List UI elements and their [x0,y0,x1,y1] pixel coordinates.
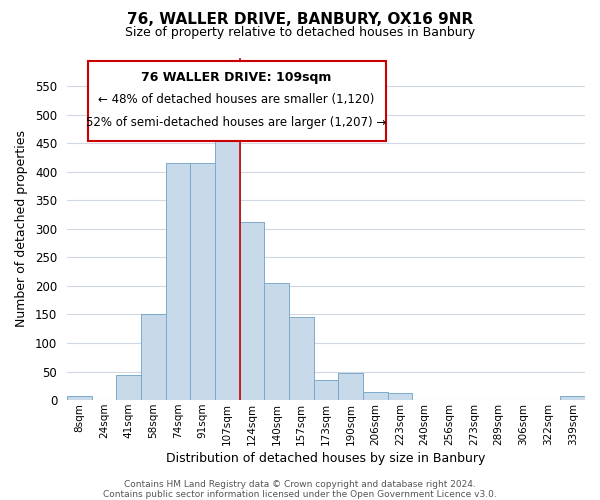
Bar [560,396,585,400]
Y-axis label: Number of detached properties: Number of detached properties [15,130,28,328]
Text: Contains public sector information licensed under the Open Government Licence v3: Contains public sector information licen… [103,490,497,499]
Bar [338,372,363,400]
Text: 76 WALLER DRIVE: 109sqm: 76 WALLER DRIVE: 109sqm [142,70,332,84]
FancyBboxPatch shape [88,61,386,142]
Bar [190,163,215,400]
Text: ← 48% of detached houses are smaller (1,120): ← 48% of detached houses are smaller (1,… [98,94,375,106]
Text: 52% of semi-detached houses are larger (1,207) →: 52% of semi-detached houses are larger (… [86,116,387,130]
Bar [239,222,264,400]
Bar [116,375,141,400]
Bar [215,98,239,400]
Bar [363,392,388,400]
Bar [67,396,92,400]
Bar [314,380,338,400]
Text: Size of property relative to detached houses in Banbury: Size of property relative to detached ho… [125,26,475,39]
Bar [166,163,190,400]
Bar [388,392,412,400]
Bar [264,283,289,400]
X-axis label: Distribution of detached houses by size in Banbury: Distribution of detached houses by size … [166,452,485,465]
Text: 76, WALLER DRIVE, BANBURY, OX16 9NR: 76, WALLER DRIVE, BANBURY, OX16 9NR [127,12,473,28]
Text: Contains HM Land Registry data © Crown copyright and database right 2024.: Contains HM Land Registry data © Crown c… [124,480,476,489]
Bar [141,314,166,400]
Bar [289,318,314,400]
